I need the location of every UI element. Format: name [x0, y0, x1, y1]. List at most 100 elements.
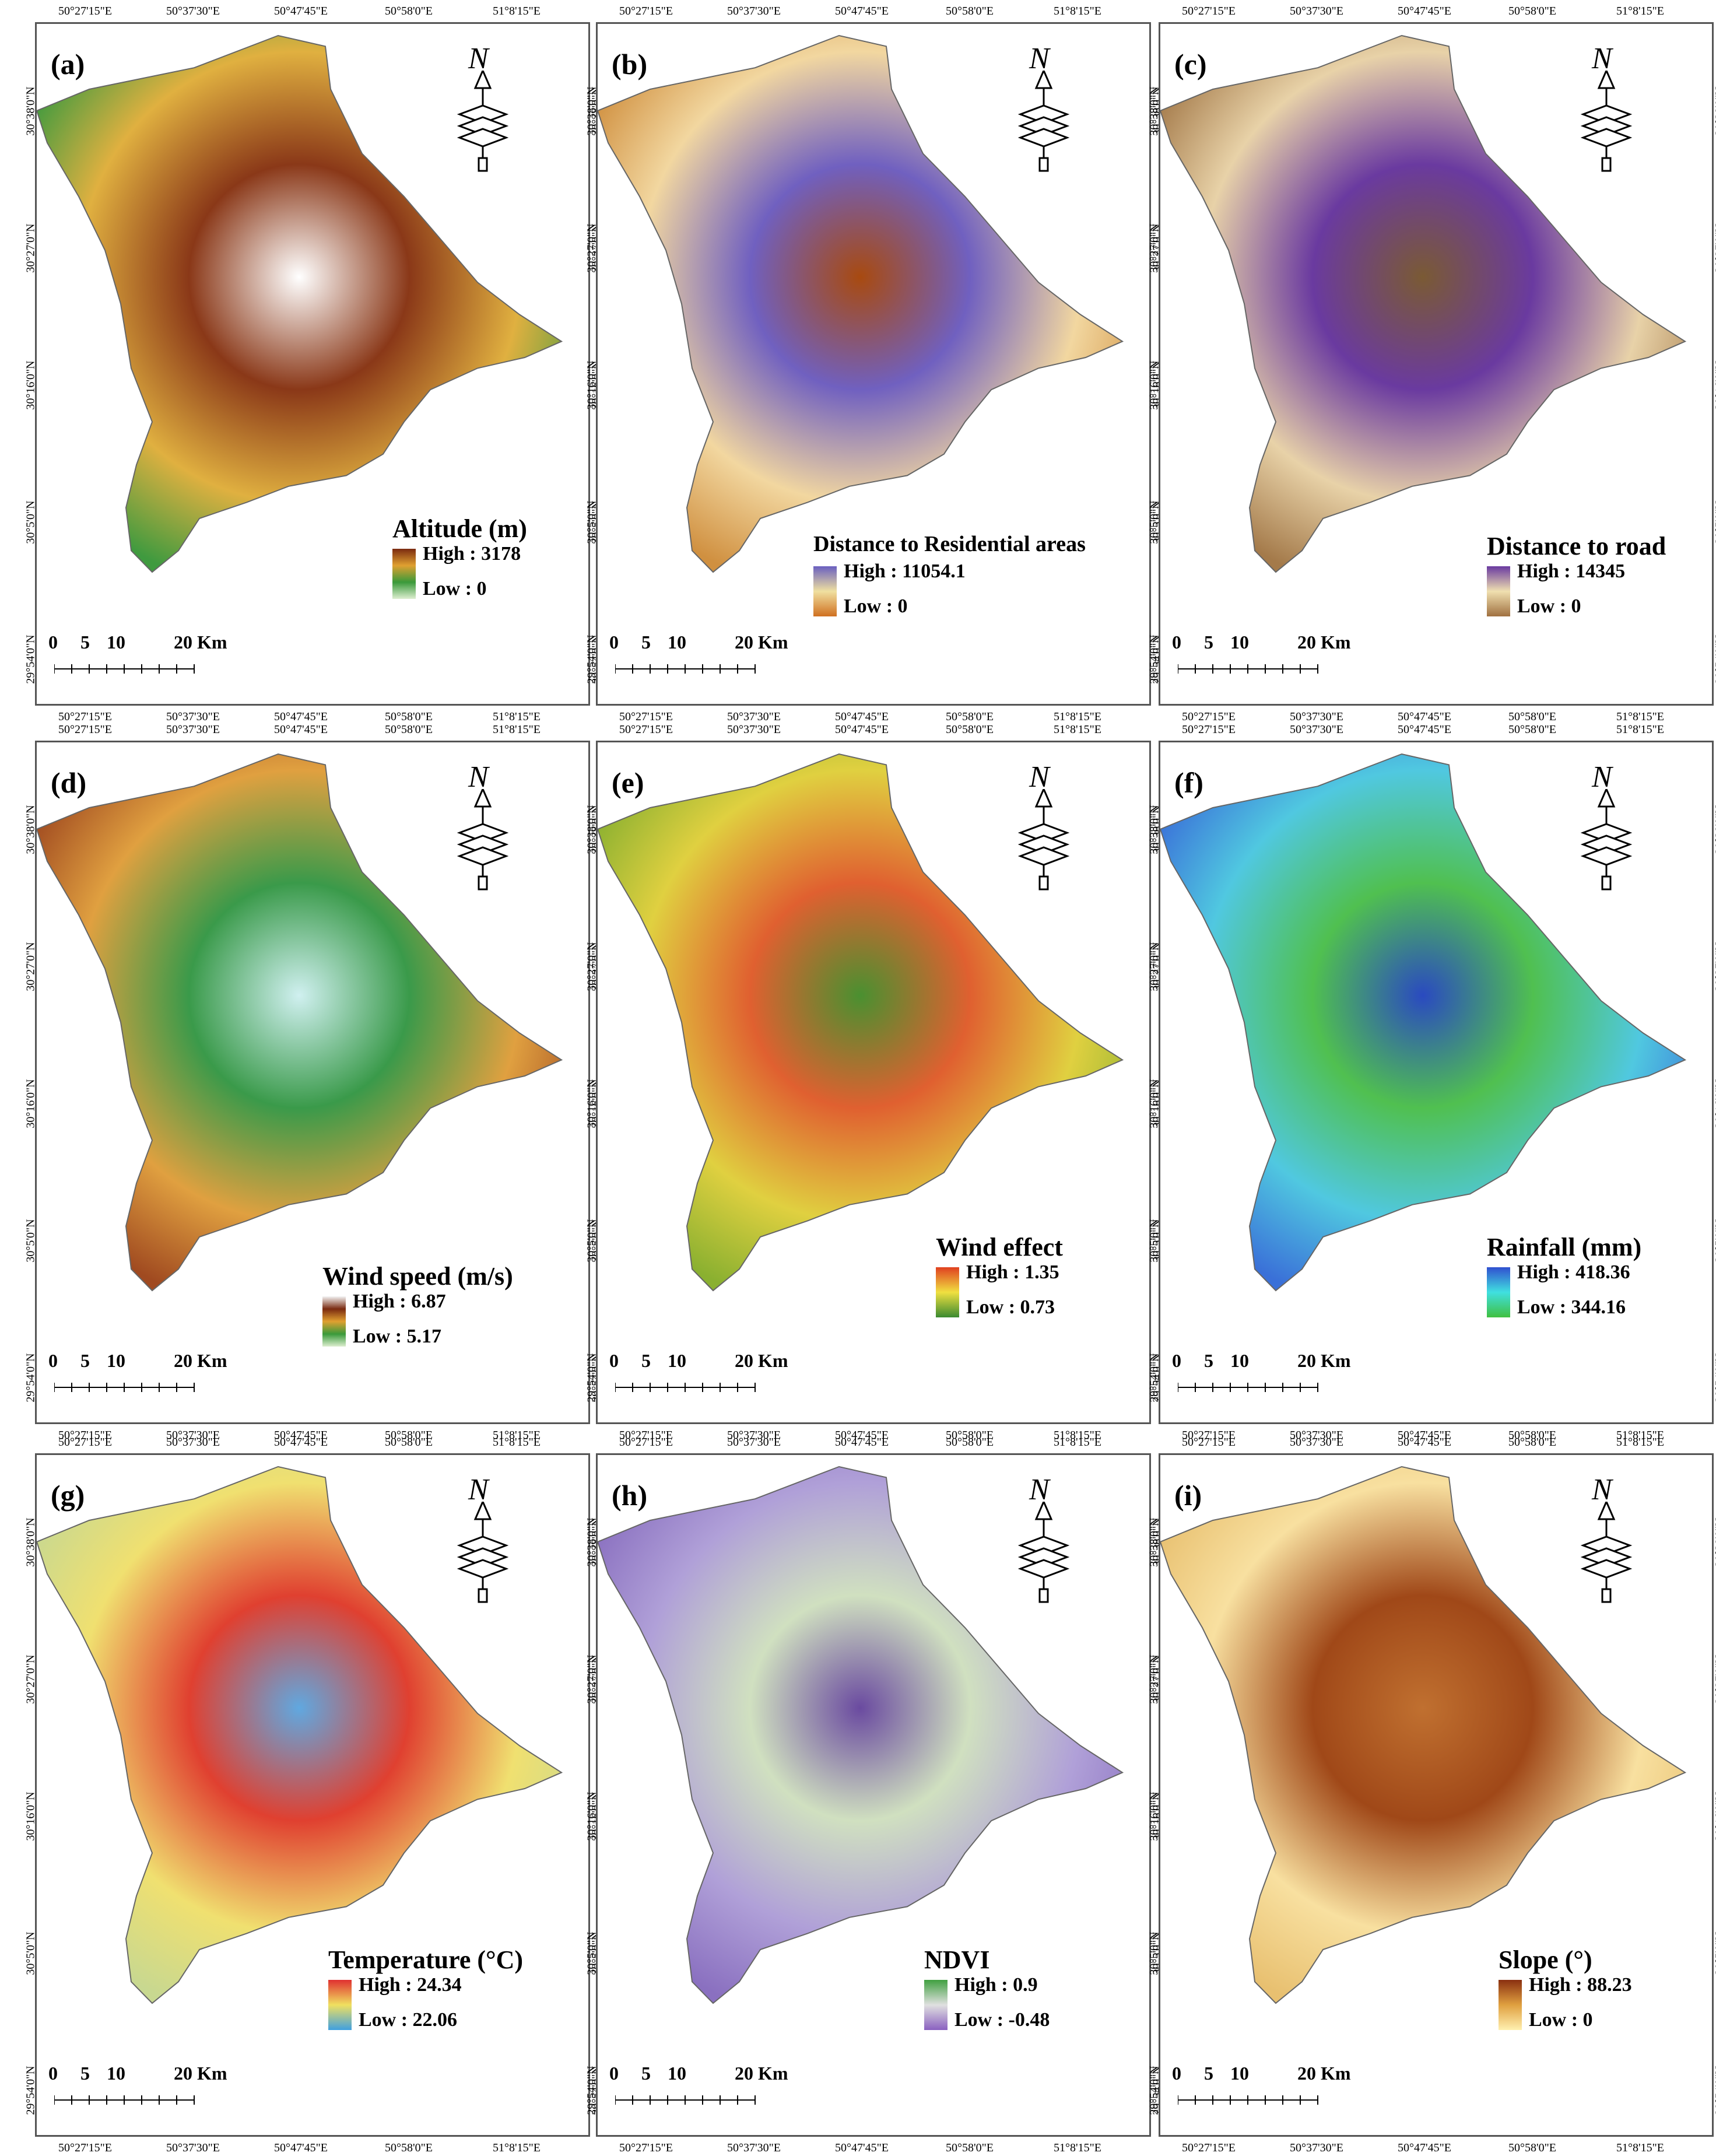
lat-tick-left: 30°38'0"N — [585, 805, 598, 854]
scale-label: 0 — [609, 1350, 619, 1371]
region-polygon — [37, 34, 563, 573]
scale-ticks — [615, 664, 756, 674]
lon-tick-top: 50°37'30"E — [1290, 723, 1343, 736]
lat-tick-left: 29°54'0"N — [24, 1353, 37, 1403]
scale-label: 10 — [1230, 632, 1249, 653]
lon-tick-top: 51°8'15"E — [1616, 1436, 1664, 1449]
map-panel: 30°38'0"N 30°38'0"N 30°27'0"N 30°27'0"N 30°1… — [1148, 741, 1716, 1424]
legend-high: High : 3178 — [423, 543, 521, 565]
north-arrow-icon — [1017, 789, 1070, 891]
lon-tick-top: 50°27'15"E — [1182, 5, 1236, 17]
panel-label: (a) — [51, 48, 85, 80]
lat-tick-left: 30°16'0"N — [24, 1079, 37, 1128]
lon-tick-top: 50°27'15"E — [619, 723, 673, 736]
legend-low: Low : 344.16 — [1517, 1296, 1626, 1318]
map-panel: 30°38'0"N 30°38'0"N 30°27'0"N 30°27'0"N 30°1… — [1148, 1453, 1716, 2137]
scale-label: 10 — [668, 2063, 686, 2084]
scale-label: 5 — [80, 1350, 90, 1371]
legend-low: Low : 22.06 — [359, 2009, 458, 2031]
lon-tick-top: 50°37'30"E — [166, 5, 220, 17]
lon-tick-bottom: 50°27'15"E — [619, 1429, 673, 1442]
region-map — [37, 753, 563, 1292]
legend-title: Altitude (m) — [392, 514, 527, 543]
map-panel: 30°38'0"N 30°38'0"N 30°27'0"N 30°27'0"N 30°1… — [585, 22, 1164, 706]
lat-tick-left: 30°5'0"N — [585, 1931, 598, 1975]
lat-tick-left: 30°27'0"N — [1147, 942, 1161, 991]
legend-low: Low : 0 — [844, 595, 908, 617]
legend-title: NDVI — [924, 1945, 990, 1974]
lon-tick-top: 50°27'15"E — [58, 723, 112, 736]
lat-tick-right: 30°27'0"N — [1713, 1654, 1716, 1704]
scale-ticks — [1178, 664, 1318, 674]
region-map — [598, 1466, 1124, 2004]
lon-tick-bottom: 50°47'45"E — [835, 1429, 889, 1442]
lon-tick-bottom: 50°27'15"E — [619, 2141, 673, 2154]
lat-tick-left: 29°54'0"N — [585, 2066, 598, 2115]
legend-colorbar — [924, 1980, 948, 2030]
scale-label: 20 Km — [735, 1350, 788, 1371]
lat-tick-right: 30°5'0"N — [1713, 1931, 1716, 1975]
lat-tick-left: 30°16'0"N — [24, 360, 37, 410]
lat-tick-left: 30°38'0"N — [24, 1517, 37, 1567]
lon-tick-top: 50°47'45"E — [274, 1436, 328, 1449]
lon-tick-bottom: 50°27'15"E — [1182, 710, 1236, 723]
lon-tick-bottom: 50°58'0"E — [1508, 710, 1556, 723]
region-map — [1160, 34, 1687, 573]
lat-tick-left: 30°38'0"N — [1147, 1517, 1161, 1567]
lat-tick-left: 30°27'0"N — [24, 223, 37, 273]
lon-tick-bottom: 50°58'0"E — [1508, 2141, 1556, 2154]
lat-tick-left: 30°27'0"N — [24, 942, 37, 991]
north-label: N — [1029, 42, 1050, 75]
panel-label: (c) — [1174, 48, 1207, 80]
lon-tick-top: 50°58'0"E — [946, 1436, 994, 1449]
lat-tick-right: 30°38'0"N — [1713, 86, 1716, 136]
lon-tick-top: 51°8'15"E — [1054, 1436, 1101, 1449]
scale-label: 10 — [1230, 1350, 1249, 1371]
lat-tick-left: 30°5'0"N — [1147, 1931, 1161, 1975]
lon-tick-bottom: 50°47'45"E — [274, 2141, 328, 2154]
scale-label: 10 — [107, 632, 125, 653]
lon-tick-top: 50°37'30"E — [727, 1436, 781, 1449]
lon-tick-top: 50°47'45"E — [835, 723, 889, 736]
lat-tick-right: 30°27'0"N — [1713, 223, 1716, 273]
panel-label: (g) — [51, 1479, 85, 1512]
lon-tick-bottom: 50°37'30"E — [166, 1429, 220, 1442]
scale-label: 20 Km — [735, 2063, 788, 2084]
legend-high: High : 11054.1 — [844, 560, 966, 582]
lon-tick-top: 50°27'15"E — [1182, 723, 1236, 736]
lat-tick-left: 30°16'0"N — [585, 1079, 598, 1128]
lon-tick-bottom: 50°37'30"E — [727, 1429, 781, 1442]
lon-tick-top: 50°58'0"E — [1508, 1436, 1556, 1449]
scale-label: 0 — [1172, 1350, 1181, 1371]
lat-tick-left: 30°38'0"N — [1147, 86, 1161, 136]
scale-label: 10 — [107, 2063, 125, 2084]
scale-label: 20 Km — [735, 632, 788, 653]
region-polygon — [598, 34, 1124, 573]
scale-label: 10 — [668, 1350, 686, 1371]
scale-label: 5 — [80, 632, 90, 653]
scale-label: 0 — [609, 632, 619, 653]
legend-colorbar — [1499, 1980, 1522, 2030]
scale-label: 5 — [641, 1350, 651, 1371]
scale-ticks — [54, 664, 195, 674]
lon-tick-bottom: 50°37'30"E — [727, 2141, 781, 2154]
legend-high: High : 1.35 — [966, 1261, 1059, 1283]
north-label: N — [1592, 42, 1612, 75]
panel-label: (d) — [51, 766, 87, 799]
lat-tick-left: 30°38'0"N — [24, 86, 37, 136]
lon-tick-top: 50°37'30"E — [166, 1436, 220, 1449]
lon-tick-top: 50°47'45"E — [835, 1436, 889, 1449]
lat-tick-left: 30°5'0"N — [585, 500, 598, 544]
lat-tick-left: 30°27'0"N — [585, 1654, 598, 1704]
lon-tick-bottom: 50°58'0"E — [1508, 1429, 1556, 1442]
north-label: N — [1029, 760, 1050, 794]
scale-label: 0 — [48, 1350, 58, 1371]
lat-tick-right: 30°5'0"N — [1713, 500, 1716, 544]
lat-tick-left: 30°27'0"N — [585, 942, 598, 991]
north-arrow-icon — [1017, 71, 1070, 172]
lat-tick-left: 30°27'0"N — [24, 1654, 37, 1704]
lon-tick-top: 50°27'15"E — [619, 1436, 673, 1449]
lat-tick-left: 30°5'0"N — [1147, 1219, 1161, 1263]
lat-tick-left: 29°54'0"N — [1147, 2066, 1161, 2115]
region-map — [37, 1466, 563, 2004]
